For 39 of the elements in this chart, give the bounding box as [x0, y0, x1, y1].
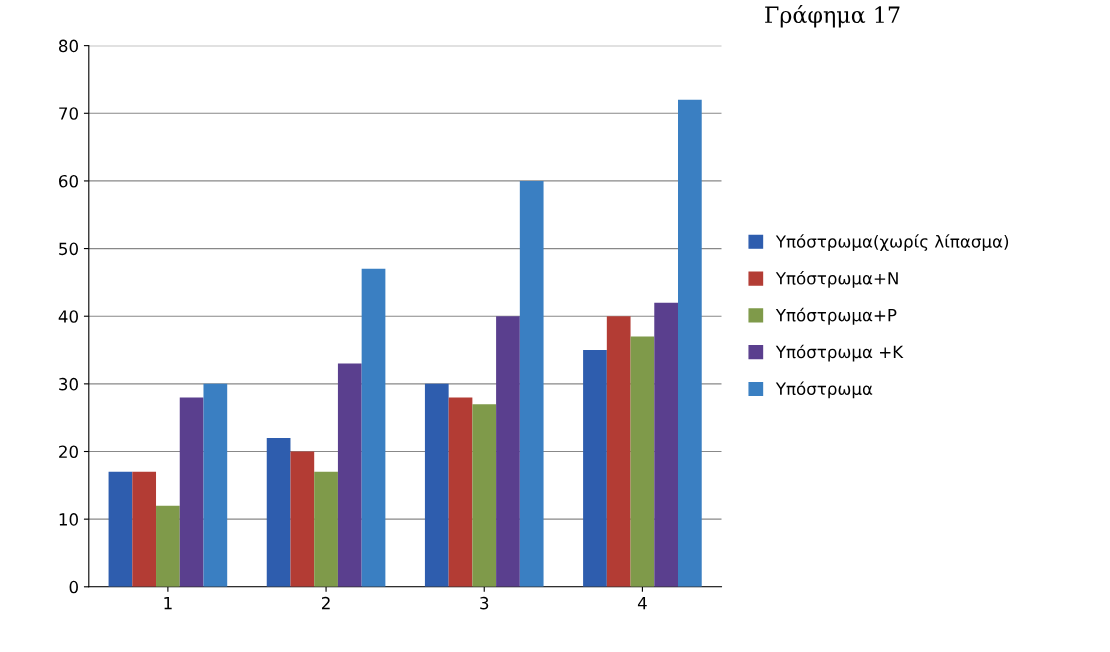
y-tick-label: 80 — [59, 39, 78, 53]
text: Γράφημα 17 — [765, 5, 900, 28]
legend-label: Υπόστρωμα+N — [775, 271, 898, 288]
bar — [496, 316, 520, 587]
y-tick-label: 30 — [59, 377, 78, 391]
y-tick-label: 40 — [58, 310, 78, 323]
bar — [108, 471, 133, 587]
y-tick-label: 50 — [59, 242, 78, 256]
bar — [583, 350, 607, 587]
bar — [606, 316, 631, 587]
bar — [266, 437, 291, 587]
x-tick-label: 2 — [321, 596, 330, 610]
y-tick-label: 70 — [59, 107, 78, 120]
bar — [290, 451, 315, 587]
x-tick-label: 4 — [637, 597, 647, 610]
bar — [630, 336, 655, 587]
bar — [678, 99, 702, 587]
bar — [314, 471, 338, 587]
x-tick-label: 3 — [480, 596, 489, 610]
bar — [424, 383, 449, 587]
legend-label: Υπόστρωμα(χωρίς λίπασμα) — [775, 234, 1009, 252]
legend-label: Υπόστρωμα+P — [775, 307, 897, 325]
y-tick-label: 0 — [69, 580, 78, 594]
bar — [156, 505, 180, 587]
bar — [654, 302, 678, 587]
bar — [337, 363, 362, 587]
y-tick-label: 20 — [59, 445, 78, 459]
bar — [519, 180, 544, 587]
bar — [179, 397, 204, 587]
bar — [203, 383, 228, 587]
y-tick-label: 60 — [59, 174, 78, 188]
bar — [472, 404, 497, 587]
legend-label: Υπόστρωμα — [775, 381, 873, 399]
x-tick-label: 1 — [164, 597, 172, 610]
bar — [132, 471, 157, 587]
y-tick-label: 10 — [59, 513, 78, 526]
bar — [448, 397, 473, 587]
legend-label: Υπόστρωμα +K — [775, 344, 904, 362]
bar — [361, 268, 386, 587]
